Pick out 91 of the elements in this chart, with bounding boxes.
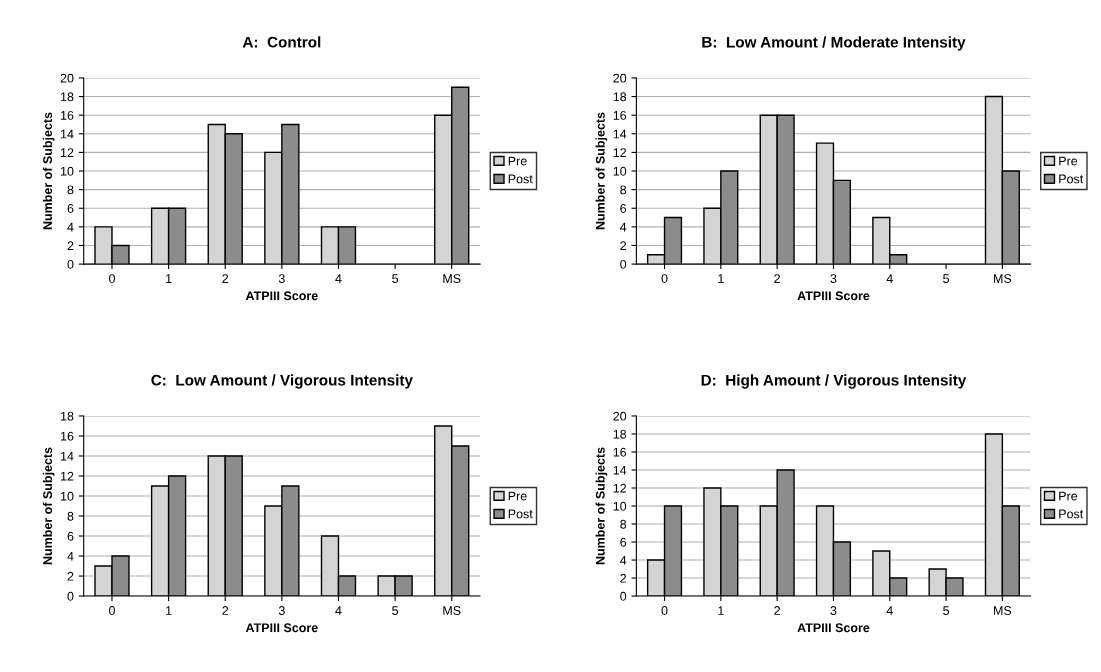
y-tick-label: 16 (61, 431, 74, 441)
x-tick-label: 2 (222, 606, 229, 615)
y-tick-label: 18 (613, 92, 627, 102)
y-tick-label: 12 (613, 148, 627, 157)
y-tick-label: 14 (61, 129, 74, 139)
chart-title: B: Low Amount / Moderate Intensity (702, 36, 966, 51)
legend-label: Post (508, 509, 533, 519)
x-tick-label: MS (443, 606, 461, 615)
x-tick-label: 5 (392, 274, 399, 283)
legend-label: Pre (1059, 156, 1078, 166)
y-tick-label: 20 (60, 73, 74, 83)
chart-title: A: Control (242, 36, 321, 48)
x-tick-label: 0 (109, 606, 115, 615)
y-tick-label: 4 (619, 222, 627, 232)
y-tick-label: 12 (61, 471, 74, 481)
legend-label: Pre (508, 491, 527, 501)
legend-label: Post (508, 174, 533, 184)
y-tick-label: 14 (613, 465, 627, 475)
x-tick-label: 3 (278, 274, 285, 283)
y-tick-label: 10 (61, 166, 74, 176)
y-tick-label: 6 (620, 204, 627, 213)
x-axis-title: ATPIII Score (797, 623, 870, 633)
y-tick-label: 14 (613, 129, 627, 139)
y-tick-label: 6 (67, 531, 74, 541)
y-axis-title: Number of Subjects (595, 112, 608, 230)
y-tick-label: 10 (613, 501, 627, 511)
y-tick-label: 20 (613, 411, 627, 421)
y-axis-title: Number of Subjects (595, 447, 608, 565)
x-axis-title: ATPIII Score (245, 291, 318, 301)
x-tick-label: 1 (718, 274, 724, 283)
y-tick-label: 6 (620, 537, 627, 547)
y-tick-label: 0 (67, 591, 74, 601)
x-tick-label: 4 (335, 606, 342, 615)
x-tick-label: 2 (774, 274, 780, 283)
y-tick-label: 8 (67, 511, 74, 521)
y-tick-label: 4 (67, 551, 74, 561)
x-axis-title: ATPIII Score (797, 291, 870, 301)
y-tick-label: 12 (61, 148, 74, 157)
y-tick-label: 16 (613, 110, 627, 120)
x-tick-label: MS (443, 274, 461, 283)
y-tick-label: 0 (620, 591, 627, 601)
y-tick-label: 6 (67, 204, 74, 213)
x-tick-label: 3 (278, 606, 285, 615)
x-tick-label: MS (994, 606, 1012, 615)
y-tick-label: 10 (613, 166, 627, 176)
y-tick-label: 0 (67, 259, 74, 269)
y-tick-label: 4 (619, 555, 627, 565)
x-tick-label: MS (994, 274, 1012, 283)
chart-title: D: High Amount / Vigorous Intensity (701, 374, 967, 389)
x-tick-label: 0 (661, 606, 668, 615)
y-axis-title: Number of Subjects (42, 112, 55, 230)
chart-title: C: Low Amount / Vigorous Intensity (151, 374, 413, 389)
y-tick-label: 8 (67, 185, 74, 195)
legend-label: Post (1059, 509, 1084, 519)
y-tick-label: 8 (620, 185, 627, 195)
x-tick-label: 3 (830, 606, 837, 615)
x-tick-label: 5 (392, 606, 399, 615)
legend-label: Pre (508, 156, 527, 166)
y-tick-label: 0 (620, 259, 627, 269)
x-tick-label: 5 (943, 274, 950, 283)
y-tick-label: 18 (61, 92, 74, 102)
x-tick-label: 3 (830, 274, 837, 283)
legend-label: Pre (1059, 491, 1078, 501)
x-tick-label: 1 (166, 274, 172, 283)
y-tick-label: 12 (613, 483, 627, 493)
y-tick-label: 14 (61, 451, 74, 461)
x-tick-label: 0 (661, 274, 668, 283)
x-tick-label: 0 (109, 274, 115, 283)
x-axis-title: ATPIII Score (245, 623, 318, 633)
x-tick-label: 4 (335, 274, 342, 283)
y-axis-title: Number of Subjects (42, 447, 55, 565)
x-tick-label: 2 (222, 274, 229, 283)
y-tick-label: 10 (61, 491, 74, 501)
x-tick-label: 4 (886, 606, 893, 615)
y-tick-label: 16 (61, 110, 74, 120)
x-tick-label: 5 (943, 606, 950, 615)
y-tick-label: 8 (620, 519, 627, 529)
x-tick-label: 1 (718, 606, 724, 615)
x-tick-label: 1 (166, 606, 172, 615)
y-tick-label: 2 (67, 241, 74, 251)
x-tick-label: 2 (774, 606, 780, 615)
y-tick-label: 16 (613, 447, 627, 457)
legend-label: Post (1059, 174, 1084, 184)
x-tick-label: 4 (886, 274, 893, 283)
y-tick-label: 18 (61, 411, 74, 421)
y-tick-label: 4 (67, 222, 74, 232)
y-tick-label: 2 (620, 241, 627, 251)
y-tick-label: 2 (67, 571, 74, 581)
y-tick-label: 2 (620, 573, 627, 583)
y-tick-label: 18 (613, 429, 627, 439)
y-tick-label: 20 (613, 73, 627, 83)
